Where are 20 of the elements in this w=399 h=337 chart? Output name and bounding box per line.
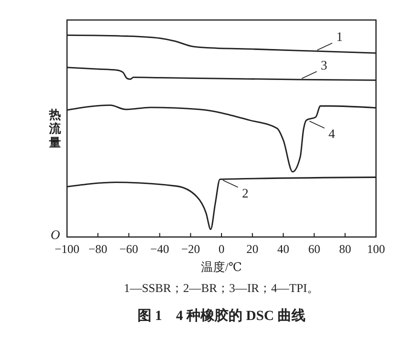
x-tick-label: 40 <box>277 242 290 256</box>
text: O <box>50 227 61 242</box>
x-tick-label: 0 <box>218 242 224 256</box>
x-tick-label: −60 <box>119 242 138 256</box>
legend-label: 4 <box>328 126 336 142</box>
text: 图 1 4 种橡胶的 DSC 曲线 <box>137 307 306 324</box>
x-tick-label: 100 <box>367 242 385 256</box>
x-tick-label: 20 <box>246 242 258 256</box>
x-axis-title: 温度/℃ <box>201 260 242 274</box>
x-tick-label: −40 <box>150 242 170 256</box>
legend-label: 2 <box>242 185 248 200</box>
x-tick-label: −100 <box>54 242 80 256</box>
x-tick-label: 60 <box>308 242 320 256</box>
x-tick-label: −80 <box>88 242 108 256</box>
x-tick-label: −20 <box>181 242 200 256</box>
legend-label: 3 <box>320 58 328 73</box>
text: 1—SSBR；2—BR；3—IR；4—TPI。 <box>124 281 320 295</box>
series-label: 1 <box>336 29 343 44</box>
y-axis-title: 热流量 <box>48 108 62 150</box>
x-tick-label: 80 <box>339 242 352 256</box>
